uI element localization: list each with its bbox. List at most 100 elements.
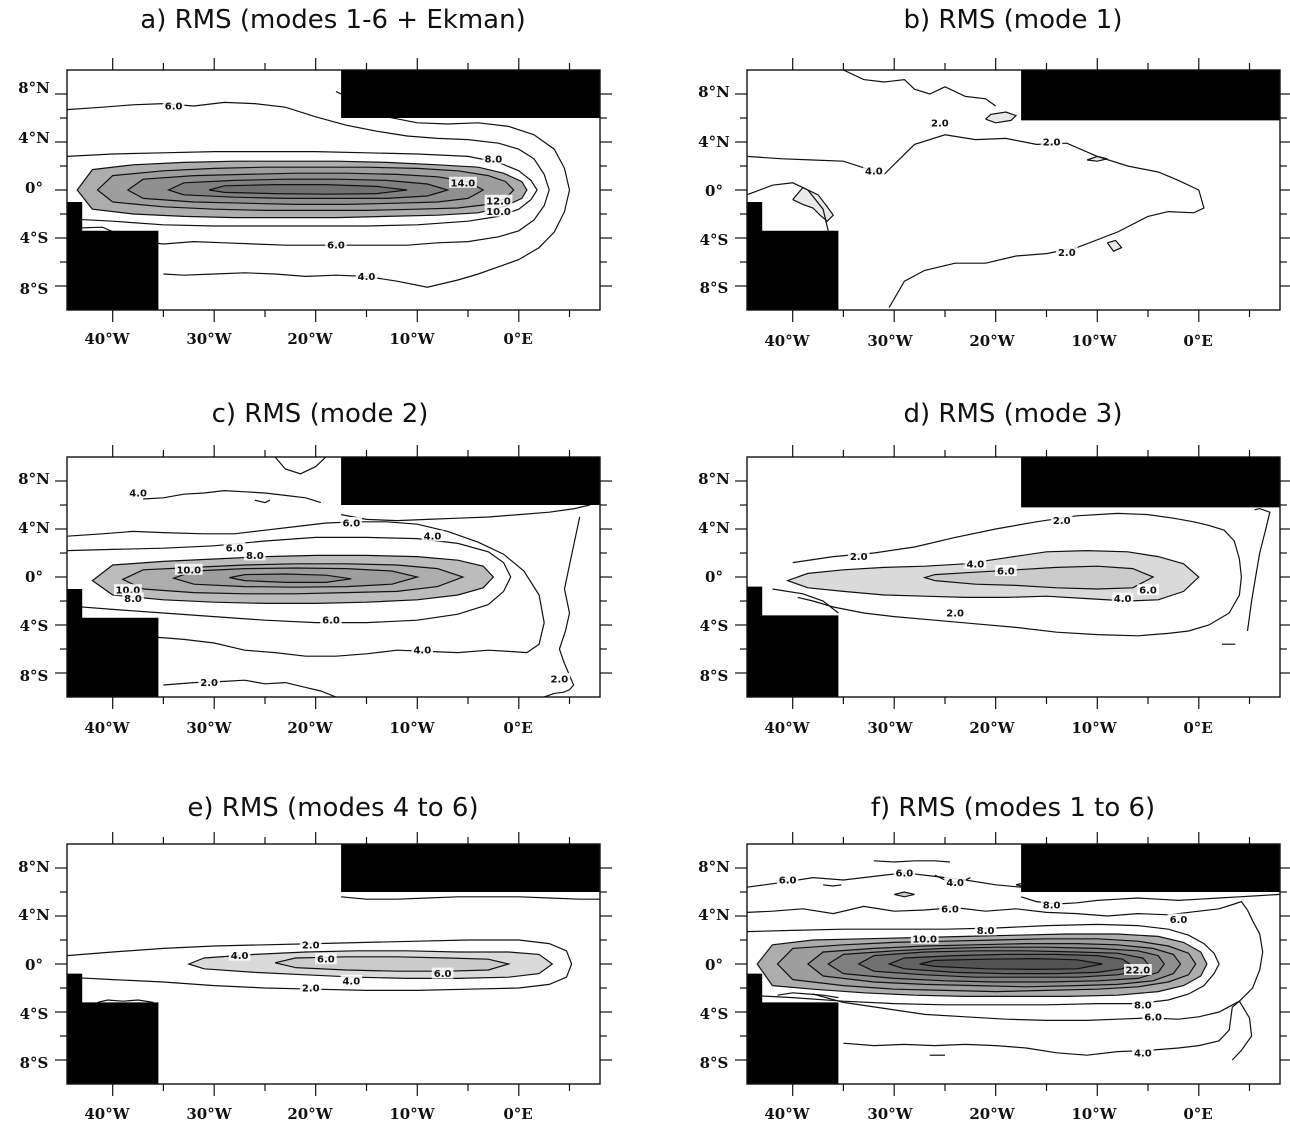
- panel-c-xtick-label: 40°W: [84, 719, 130, 737]
- panel-b-ytick-label: 4°N: [698, 133, 730, 151]
- contour-label: 4.0: [865, 166, 883, 177]
- contour-label-halo: [1040, 899, 1063, 911]
- contour-label-halo: [974, 924, 997, 936]
- contour-label: 12.0: [486, 196, 511, 207]
- contour-label: 6.0: [165, 102, 183, 113]
- contour-label: 2.0: [1053, 516, 1071, 527]
- contour-line: [922, 565, 1155, 590]
- contour-label-halo: [847, 550, 870, 562]
- panel-a-ticks: [55, 58, 612, 322]
- contour-label: 8.0: [1134, 1000, 1152, 1011]
- panel-d-ytick-label: 8°N: [698, 470, 730, 488]
- contour-line: [96, 166, 515, 211]
- panel-b-ytick-label: 8°S: [700, 279, 729, 297]
- panel-a-xtick-label: 10°W: [389, 330, 435, 348]
- contour-label: 2.0: [551, 675, 569, 686]
- contour-line: [97, 999, 154, 1003]
- contour-label: 2.0: [850, 552, 868, 563]
- panel-a-ytick-label: 8°S: [20, 280, 49, 298]
- contour-line: [274, 457, 327, 475]
- panel-a-contour-labels: 6.0 8.0 14.0 12.010.0 6.0 4.0: [162, 100, 513, 283]
- panel-b-title: b) RMS (mode 1): [903, 5, 1122, 35]
- panel-a-xtick-label: 40°W: [84, 330, 130, 348]
- contour-line: [785, 549, 1200, 602]
- contour-label-halo: [776, 874, 799, 885]
- contour-line: [341, 896, 600, 900]
- contour-line: [843, 70, 997, 107]
- contour-label: 4.0: [424, 532, 442, 543]
- panel-c: c) RMS (mode 2) 4.06.04.06.08.010.010.08…: [18, 399, 612, 737]
- contour-label-halo: [299, 982, 322, 993]
- panel-a-ytick-label: 8°N: [18, 79, 50, 97]
- contour-label-halo: [1040, 136, 1063, 147]
- contour-label-halo: [244, 549, 266, 561]
- contour-label-halo: [1124, 964, 1152, 975]
- contour-label-halo: [449, 176, 477, 188]
- contour-label-halo: [484, 194, 513, 206]
- contour-label-halo: [411, 644, 434, 656]
- land-mask: [747, 586, 839, 697]
- contour-label-halo: [1050, 514, 1073, 526]
- contour-line: [67, 521, 545, 657]
- contour-label: 8.0: [1043, 901, 1061, 912]
- contour-label: 6.0: [941, 904, 959, 915]
- contour-label: 6.0: [1139, 586, 1157, 597]
- panel-f-xtick-label: 40°W: [764, 1105, 810, 1123]
- panel-f-contours: [747, 860, 1280, 1061]
- contour-label: 6.0: [1170, 915, 1188, 926]
- contour-line: [1246, 507, 1271, 632]
- panel-a-ytick-label: 4°S: [20, 229, 49, 247]
- contour-label-halo: [995, 565, 1017, 576]
- panel-f-xtick-label: 10°W: [1071, 1105, 1117, 1123]
- contour-line: [894, 891, 915, 898]
- panel-c-xtick-label: 0°E: [503, 719, 532, 737]
- contour-label-halo: [944, 876, 966, 888]
- panel-c-ytick-label: 4°N: [18, 519, 50, 537]
- panel-f-xtick-label: 30°W: [867, 1105, 913, 1123]
- panel-d-ytick-label: 8°S: [700, 667, 729, 685]
- contour-shading: [209, 184, 408, 195]
- panel-f-ytick-label: 8°S: [700, 1054, 729, 1072]
- land-mask: [341, 457, 600, 505]
- contour-line: [919, 957, 1103, 971]
- panel-e-xtick-label: 30°W: [186, 1105, 232, 1123]
- contour-line: [166, 178, 450, 199]
- contour-label-halo: [1132, 1046, 1154, 1058]
- contour-label: 2.0: [1058, 248, 1076, 259]
- contour-label: 6.0: [317, 955, 335, 966]
- contour-label: 6.0: [896, 868, 914, 879]
- contour-label-halo: [1132, 998, 1154, 1010]
- contour-label-halo: [1111, 592, 1134, 604]
- panel-f: f) RMS (modes 1 to 6) 6.0 6.0 4.0 8.0 6.0 6.0…: [698, 793, 1290, 1123]
- panel-f-title: f) RMS (modes 1 to 6): [871, 793, 1155, 823]
- panel-b-contours: [747, 70, 1205, 308]
- panel-c-xtick-label: 10°W: [389, 719, 435, 737]
- land-mask: [747, 973, 839, 1084]
- contour-label: 4.0: [946, 878, 964, 889]
- contour-line: [67, 939, 573, 992]
- contour-line: [823, 884, 842, 887]
- panel-e-xtick-label: 40°W: [84, 1105, 130, 1123]
- contour-label: 6.0: [434, 969, 452, 980]
- land-mask: [341, 70, 600, 118]
- panel-f-ytick-label: 4°S: [700, 1005, 729, 1023]
- panel-c-title: c) RMS (mode 2): [212, 399, 429, 429]
- panel-f-ytick-label: 0°: [705, 956, 723, 974]
- panel-f-ytick-label: 8°N: [698, 858, 730, 876]
- contour-shading: [985, 112, 1016, 123]
- panel-b-xtick-label: 0°E: [1183, 332, 1212, 350]
- contour-label-halo: [1167, 913, 1190, 925]
- contour-label: 4.0: [342, 976, 360, 987]
- contour-label: 6.0: [997, 567, 1015, 578]
- contour-label: 6.0: [322, 616, 340, 627]
- contour-label: 6.0: [779, 876, 797, 887]
- contour-line: [747, 182, 829, 231]
- contour-label: 2.0: [931, 118, 949, 129]
- land-mask: [67, 973, 159, 1084]
- panel-b-land: [747, 70, 1280, 310]
- contour-label-halo: [548, 673, 571, 684]
- panel-a: a) RMS (modes 1-6 + Ekman) 6.0 8.0 14.0 12.…: [18, 5, 612, 348]
- panel-e-xtick-label: 20°W: [287, 1105, 333, 1123]
- panel-b-contour-labels: 2.0 2.0 4.0 2.0: [863, 116, 1078, 259]
